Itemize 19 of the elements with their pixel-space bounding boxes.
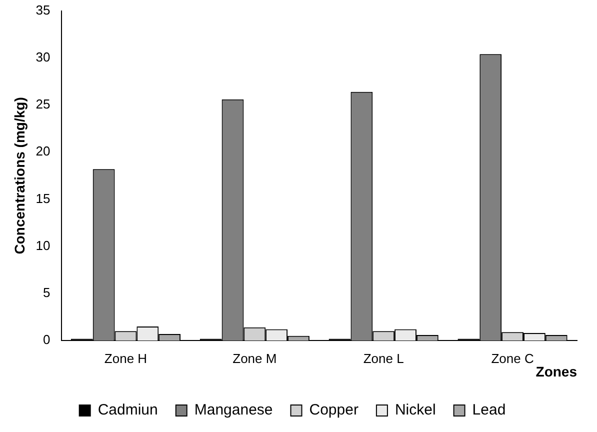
y-tick-label: 30: [36, 49, 50, 64]
legend-label: Copper: [309, 402, 358, 419]
x-tick-label: Zone L: [363, 350, 404, 366]
y-tick-label: 35: [36, 2, 50, 18]
y-tick-label: 0: [43, 332, 50, 348]
legend-label: Lead: [472, 402, 506, 419]
legend-label: Cadmiun: [98, 402, 158, 419]
x-tick-label: Zone C: [491, 350, 534, 366]
y-tick-label: 15: [36, 190, 50, 206]
x-axis-title: Zones: [536, 363, 578, 380]
y-tick-label: 10: [36, 238, 50, 253]
y-tick-label: 25: [36, 96, 50, 112]
x-tick-label: Zone H: [104, 350, 148, 366]
legend-label: Nickel: [394, 402, 436, 419]
y-tick-label: 5: [43, 285, 50, 300]
y-tick-label: 20: [36, 144, 50, 159]
y-axis-title: Concentrations (mg/kg): [11, 97, 28, 254]
legend-label: Manganese: [194, 402, 273, 419]
x-tick-label: Zone M: [232, 350, 277, 366]
